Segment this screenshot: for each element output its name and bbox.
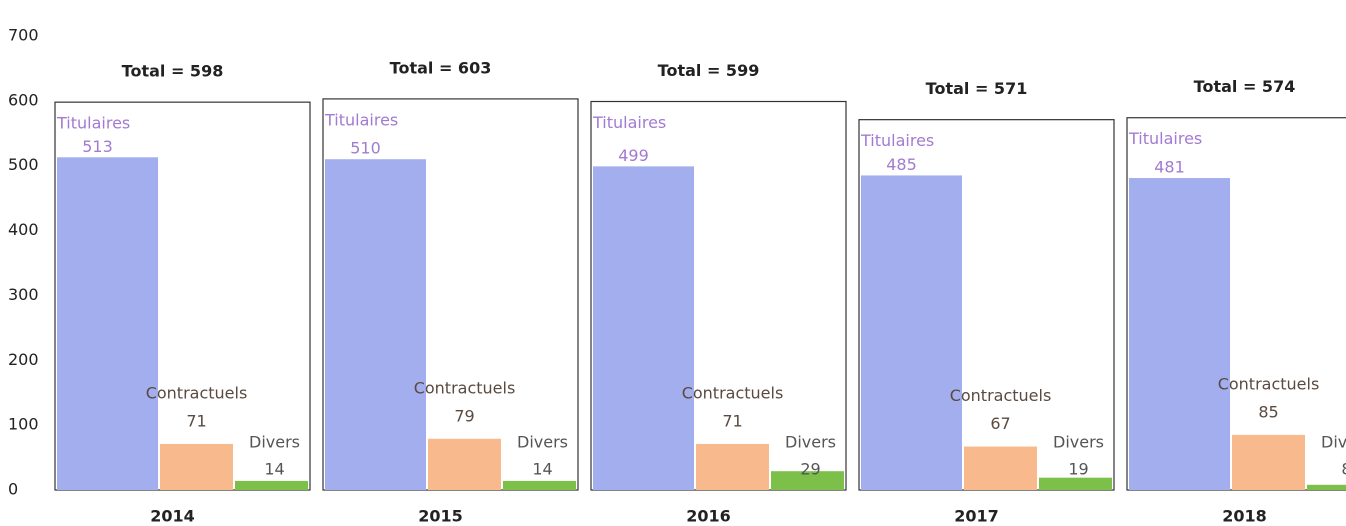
value-label: 67 xyxy=(990,414,1010,433)
series-label: Contractuels xyxy=(682,383,784,402)
series-label: Contractuels xyxy=(950,386,1052,405)
value-label: 14 xyxy=(264,460,284,479)
series-label: Divers xyxy=(517,433,568,452)
x-tick-label: 2014 xyxy=(150,507,195,526)
series-label: Divers xyxy=(785,433,836,452)
total-label: Total = 574 xyxy=(1194,77,1296,96)
x-tick-label: 2018 xyxy=(1222,507,1267,526)
bar xyxy=(1232,434,1305,490)
value-label: 29 xyxy=(800,460,820,479)
x-tick-label: 2017 xyxy=(954,507,999,526)
bar xyxy=(325,159,426,490)
value-label: 79 xyxy=(454,406,474,425)
value-label: 71 xyxy=(722,411,742,430)
total-label: Total = 603 xyxy=(390,58,492,77)
value-label: 85 xyxy=(1258,402,1278,421)
bar xyxy=(593,166,694,490)
bar xyxy=(861,175,962,490)
value-label: 8 xyxy=(1341,460,1346,479)
bar xyxy=(57,157,158,491)
series-label: Divers xyxy=(1053,433,1104,452)
series-label: Divers xyxy=(249,433,300,452)
y-tick-label: 0 xyxy=(8,480,18,499)
y-tick-label: 200 xyxy=(8,350,39,369)
y-tick-label: 500 xyxy=(8,155,39,174)
y-tick-label: 700 xyxy=(8,26,39,45)
bar xyxy=(503,480,576,490)
x-tick-label: 2016 xyxy=(686,507,731,526)
value-label: 19 xyxy=(1068,460,1088,479)
bar xyxy=(1129,178,1230,490)
series-label: Contractuels xyxy=(146,383,248,402)
bar xyxy=(1307,484,1346,490)
x-tick-label: 2015 xyxy=(418,507,463,526)
y-tick-label: 300 xyxy=(8,285,39,304)
series-label: Titulaires xyxy=(592,113,666,132)
value-label: 499 xyxy=(618,146,649,165)
series-label: Titulaires xyxy=(1128,129,1202,148)
value-label: 71 xyxy=(186,411,206,430)
bar xyxy=(771,471,844,490)
series-label: Divers xyxy=(1321,433,1346,452)
total-label: Total = 599 xyxy=(658,61,760,80)
value-label: 510 xyxy=(350,139,381,158)
bar xyxy=(428,438,501,490)
value-label: 14 xyxy=(532,460,552,479)
series-label: Titulaires xyxy=(56,114,130,133)
bar xyxy=(1039,477,1112,490)
value-label: 513 xyxy=(82,137,113,156)
total-label: Total = 571 xyxy=(926,79,1028,98)
value-label: 485 xyxy=(886,155,917,174)
series-label: Titulaires xyxy=(860,131,934,150)
y-tick-label: 100 xyxy=(8,415,39,434)
series-label: Titulaires xyxy=(324,110,398,129)
series-label: Contractuels xyxy=(414,378,516,397)
series-label: Contractuels xyxy=(1218,374,1320,393)
bar xyxy=(160,443,233,490)
value-label: 481 xyxy=(1154,158,1185,177)
bar xyxy=(235,480,308,490)
y-tick-label: 600 xyxy=(8,90,39,109)
y-tick-label: 400 xyxy=(8,220,39,239)
bar xyxy=(696,443,769,490)
bar xyxy=(964,446,1037,490)
total-label: Total = 598 xyxy=(122,62,224,81)
